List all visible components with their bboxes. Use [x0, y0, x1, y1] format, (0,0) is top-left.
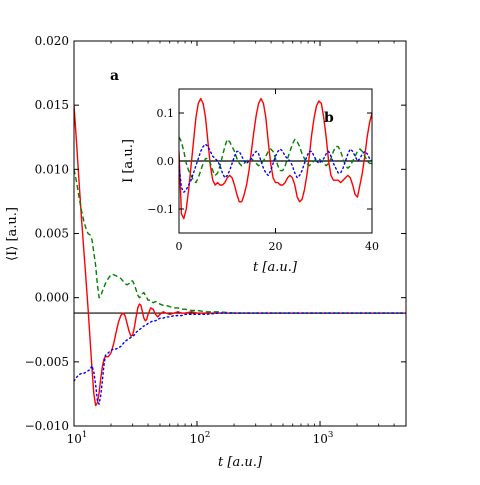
inset-series-dotted: [179, 143, 372, 193]
inset-ytick-label: 0.1: [157, 107, 175, 120]
inset-axes-frame: [178, 88, 373, 234]
main-ylabel: ⟨I⟩ [a.u.]: [5, 207, 20, 261]
main-axes-frame: [73, 40, 407, 427]
main-ytick-label: −0.010: [25, 419, 69, 433]
main-xtick-label: 101: [67, 430, 88, 446]
main-xlabel: t [a.u.]: [218, 455, 263, 470]
main-ytick-label: −0.005: [25, 355, 69, 369]
main-ticks: −0.010−0.0050.0000.0050.0100.0150.020101…: [25, 34, 406, 446]
main-series-dashed: [74, 169, 406, 314]
main-ytick-label: 0.020: [35, 34, 69, 48]
main-xtick-label: 102: [190, 430, 211, 446]
inset-ytick-label: −0.1: [147, 203, 174, 216]
main-series-dotted: [74, 312, 406, 405]
main-ytick-label: 0.010: [35, 162, 69, 176]
main-ytick-label: 0.015: [35, 98, 69, 112]
inset-xtick-label: 0: [176, 240, 183, 253]
inset-series-solid: [179, 97, 372, 220]
inset-panel: −0.1 0.0 0.1 0 20 40 b t [a.u.] I [a.u.]: [121, 88, 379, 275]
inset-series-dashed: [179, 136, 372, 184]
inset-ylabel: I [a.u.]: [121, 139, 136, 183]
main-ytick-label: 0.005: [35, 227, 69, 241]
main-ytick-label: 0.000: [35, 291, 69, 305]
inset-xlabel: t [a.u.]: [253, 260, 298, 275]
inset-ytick-label: 0.0: [157, 155, 175, 168]
main-panel-label: a: [110, 68, 119, 84]
main-series-group: [74, 105, 406, 407]
main-series-solid: [74, 105, 406, 407]
inset-ticks: −0.1 0.0 0.1 0 20 40: [147, 89, 379, 253]
inset-series-group: [179, 97, 372, 220]
inset-panel-label: b: [324, 110, 334, 126]
inset-xtick-label: 20: [269, 240, 283, 253]
main-xtick-label: 103: [313, 430, 334, 446]
inset-xtick-label: 40: [365, 240, 379, 253]
